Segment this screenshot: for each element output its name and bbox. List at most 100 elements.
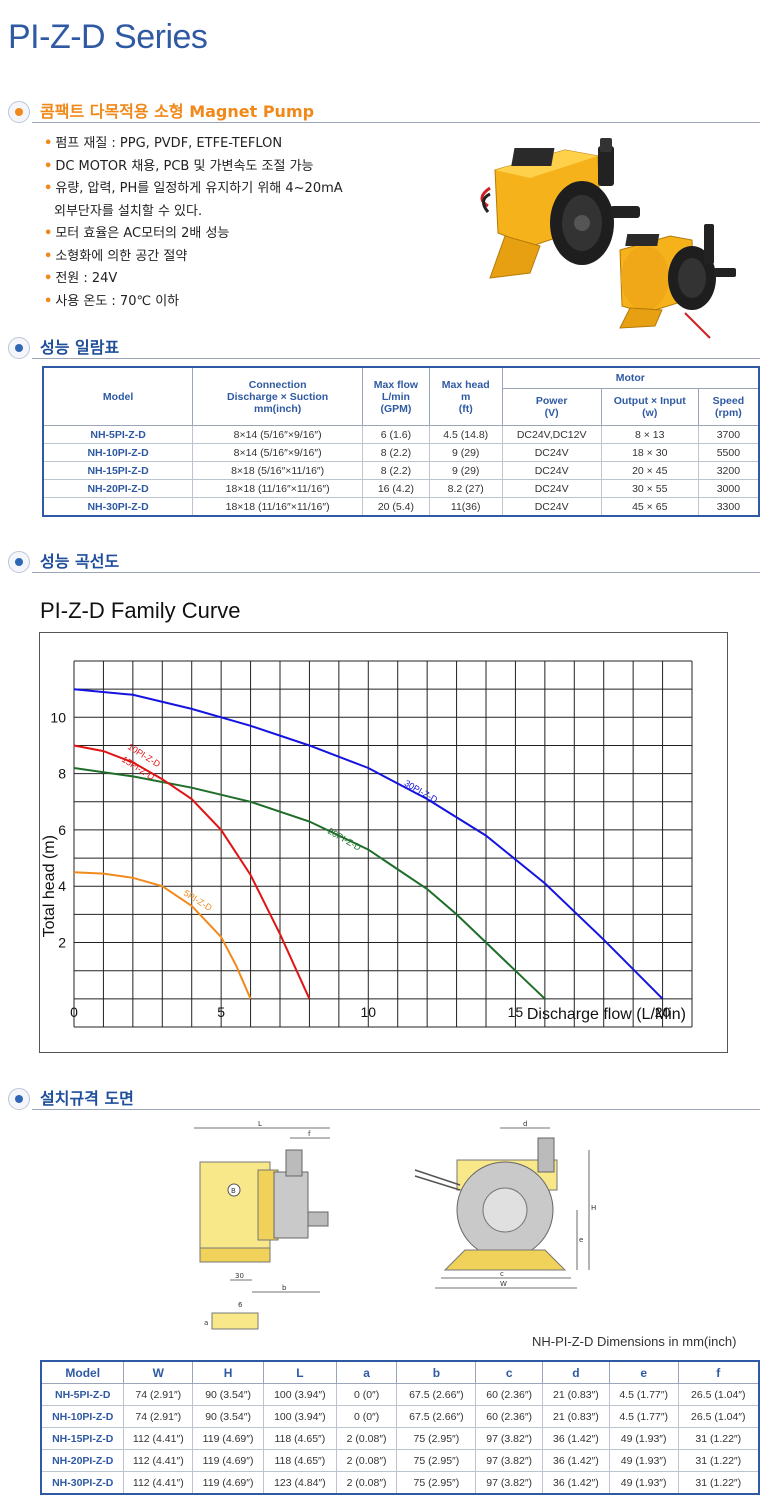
- header-speed: Speed (rpm): [697, 388, 760, 426]
- cell-speed: 3700: [697, 425, 760, 444]
- cell-c: 60 (2.36″): [475, 1405, 544, 1428]
- cell-H: 90 (3.54″): [192, 1405, 264, 1428]
- header-connection: Connection Discharge × Suction mm(inch): [192, 366, 364, 426]
- header-c: c: [475, 1360, 544, 1384]
- cell-power: DC24V: [501, 479, 602, 498]
- cell-power: DC24V,DC12V: [501, 425, 602, 444]
- cell-b: 75 (2.95″): [396, 1449, 477, 1472]
- cell-model: NH-5PI-Z-D: [42, 425, 194, 444]
- section-bullet-icon: [8, 551, 30, 573]
- series-line: [73, 688, 664, 1000]
- cell-H: 119 (4.69″): [192, 1427, 264, 1450]
- curve-heading: 성능 곡선도: [40, 552, 120, 571]
- table-row: NH-15PI-Z-D 8×18 (5/16″×11/16″) 8 (2.2) …: [42, 461, 760, 480]
- header-model: Model: [40, 1360, 125, 1384]
- cell-H: 119 (4.69″): [192, 1471, 264, 1495]
- cell-output: 45 × 65: [600, 497, 699, 517]
- header-model: Model: [42, 366, 194, 426]
- cell-max-head: 9 (29): [428, 461, 503, 480]
- cell-power: DC24V: [501, 497, 602, 517]
- x-tick-label: 10: [360, 1004, 376, 1020]
- header-b: b: [396, 1360, 477, 1384]
- dim-label-a: a: [204, 1319, 208, 1327]
- series-line: [73, 767, 546, 1000]
- feature-list: • 펌프 재질 : PPG, PVDF, ETFE-TEFLON • DC MOTO…: [44, 133, 343, 313]
- cell-max-flow: 16 (4.2): [362, 479, 430, 498]
- cell-f: 26.5 (1.04″): [677, 1405, 760, 1428]
- feature-item: • 펌프 재질 : PPG, PVDF, ETFE-TEFLON: [44, 136, 283, 151]
- dim-label-H: H: [591, 1204, 596, 1212]
- performance-table: Model Connection Discharge × Suction mm(…: [42, 366, 760, 517]
- chart-title: PI-Z-D Family Curve: [40, 598, 241, 623]
- page-title: PI-Z-D Series: [8, 18, 208, 56]
- cell-model: NH-30PI-Z-D: [42, 497, 194, 517]
- cell-max-flow: 8 (2.2): [362, 461, 430, 480]
- cell-L: 123 (4.84″): [262, 1471, 337, 1495]
- header-max-head: Max head m (ft): [428, 366, 503, 426]
- y-tick-label: 10: [50, 709, 66, 725]
- dimensions-caption: NH-PI-Z-D Dimensions in mm(inch): [532, 1334, 737, 1349]
- curve-section-header: 성능 곡선도: [8, 548, 760, 574]
- cell-a: 2 (0.08″): [335, 1471, 398, 1495]
- table-row: NH-15PI-Z-D 112 (4.41″) 119 (4.69″) 118 (4.…: [40, 1427, 760, 1450]
- dim-label-f: f: [308, 1130, 311, 1138]
- table-row: NH-20PI-Z-D 112 (4.41″) 119 (4.69″) 118 (4.…: [40, 1449, 760, 1472]
- cell-e: 49 (1.93″): [608, 1471, 679, 1495]
- feature-item: • DC MOTOR 채용, PCB 및 가변속도 조절 가능: [44, 158, 314, 174]
- cell-connection: 18×18 (11/16″×11/16″): [192, 479, 364, 498]
- cell-f: 31 (1.22″): [677, 1471, 760, 1495]
- dim-label-W: W: [500, 1280, 507, 1288]
- cell-output: 8 × 13: [600, 425, 699, 444]
- cell-a: 2 (0.08″): [335, 1449, 398, 1472]
- dim-label-b: b: [282, 1284, 287, 1292]
- cell-connection: 8×14 (5/16″×9/16″): [192, 425, 364, 444]
- cell-model: NH-20PI-Z-D: [42, 479, 194, 498]
- dim-label-6: 6: [238, 1301, 243, 1309]
- cell-e: 49 (1.93″): [608, 1449, 679, 1472]
- cell-output: 18 × 30: [600, 443, 699, 462]
- cell-max-flow: 20 (5.4): [362, 497, 430, 517]
- section-divider: [32, 572, 760, 573]
- cell-model: NH-10PI-Z-D: [42, 443, 194, 462]
- family-curve-chart: 0 5 10 15 20 2 4 6 8 10 Discharge flow (L/Min) Tota…: [41, 660, 693, 1028]
- install-section-header: 설치규격 도면: [8, 1085, 760, 1111]
- section-bullet-icon: [8, 1088, 30, 1110]
- cell-W: 112 (4.41″): [123, 1427, 194, 1450]
- cell-connection: 18×18 (11/16″×11/16″): [192, 497, 364, 517]
- pump-product-image: [480, 138, 736, 339]
- y-tick-label: 2: [58, 935, 66, 951]
- cell-model: NH-15PI-Z-D: [42, 461, 194, 480]
- cell-model: NH-5PI-Z-D: [40, 1383, 125, 1406]
- dim-label-e: e: [579, 1236, 583, 1244]
- series-label: 5PI-Z-D: [182, 888, 214, 913]
- cell-e: 49 (1.93″): [608, 1427, 679, 1450]
- x-tick-label: 5: [217, 1004, 225, 1020]
- cell-connection: 8×18 (5/16″×11/16″): [192, 461, 364, 480]
- y-tick-label: 6: [58, 822, 66, 838]
- cell-power: DC24V: [501, 443, 602, 462]
- cell-a: 0 (0″): [335, 1405, 398, 1428]
- cell-H: 119 (4.69″): [192, 1449, 264, 1472]
- cell-c: 97 (3.82″): [475, 1471, 544, 1495]
- section-bullet-icon: [8, 101, 30, 123]
- cell-L: 100 (3.94″): [262, 1383, 337, 1406]
- intro-heading: 콤팩트 다목적용 소형 Magnet Pump: [40, 102, 315, 121]
- cell-output: 30 × 55: [600, 479, 699, 498]
- cell-d: 21 (0.83″): [542, 1405, 610, 1428]
- series-label: 30PI-Z-D: [403, 778, 440, 805]
- feature-item-continuation: 외부단자를 설치할 수 있다.: [54, 203, 203, 219]
- cell-speed: 5500: [697, 443, 760, 462]
- header-H: H: [192, 1360, 264, 1384]
- header-a: a: [335, 1360, 398, 1384]
- cell-max-flow: 6 (1.6): [362, 425, 430, 444]
- intro-section-header: 콤팩트 다목적용 소형 Magnet Pump: [8, 98, 760, 124]
- performance-section-header: 성능 일람표: [8, 334, 760, 360]
- table-row: NH-10PI-Z-D 8×14 (5/16″×9/16″) 8 (2.2) 9…: [42, 443, 760, 462]
- install-heading: 설치규격 도면: [40, 1089, 134, 1108]
- cell-speed: 3000: [697, 479, 760, 498]
- cell-W: 112 (4.41″): [123, 1449, 194, 1472]
- table-row: NH-10PI-Z-D 74 (2.91″) 90 (3.54″) 100 (3.94…: [40, 1405, 760, 1428]
- cell-W: 74 (2.91″): [123, 1383, 194, 1406]
- cell-power: DC24V: [501, 461, 602, 480]
- dim-label-L: L: [258, 1120, 262, 1128]
